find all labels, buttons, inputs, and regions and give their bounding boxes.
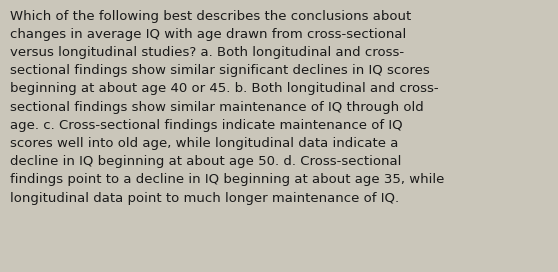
- Text: Which of the following best describes the conclusions about
changes in average I: Which of the following best describes th…: [10, 10, 444, 205]
